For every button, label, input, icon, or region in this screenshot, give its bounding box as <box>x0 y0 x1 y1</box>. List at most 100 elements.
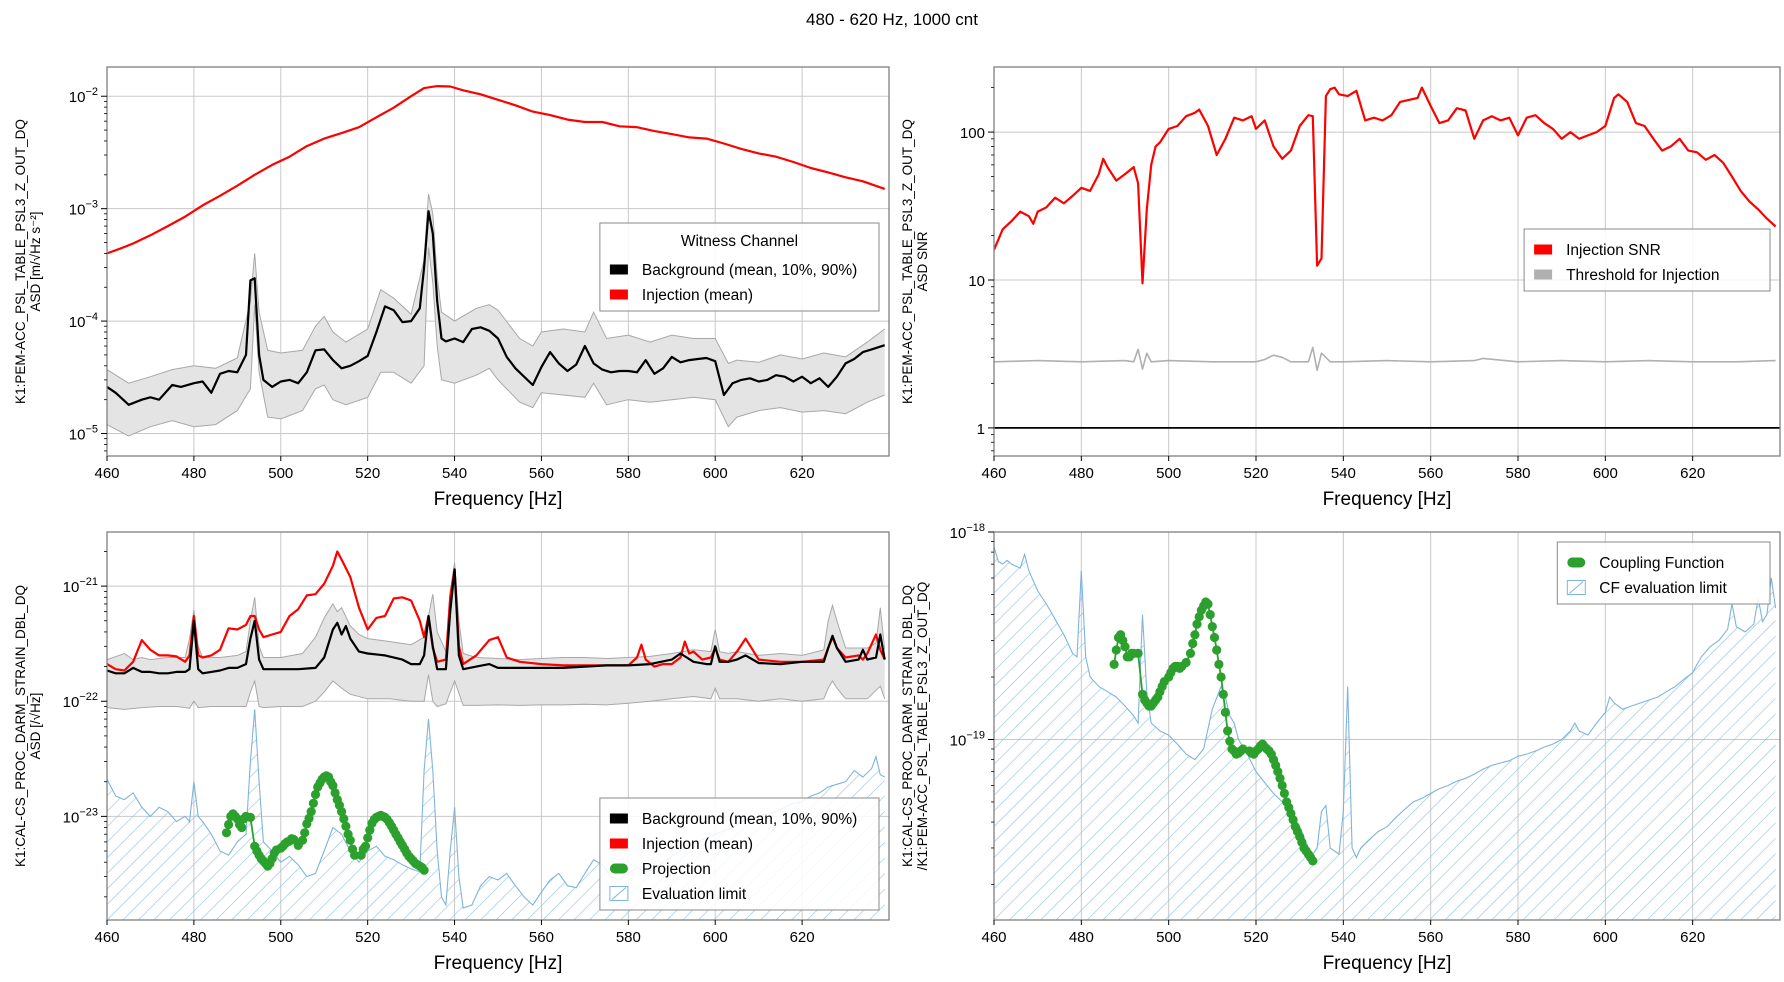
data-point <box>310 789 321 800</box>
data-point <box>1120 642 1130 652</box>
y-tick-label: 10−5 <box>69 424 98 444</box>
legend-label: Threshold for Injection <box>1566 267 1719 284</box>
data-point <box>337 807 347 817</box>
legend-swatch <box>1534 244 1553 255</box>
data-point <box>221 828 232 838</box>
legend-title: Witness Channel <box>681 233 798 250</box>
x-tick-label: 620 <box>790 465 815 482</box>
series-line-background-mean <box>107 210 886 406</box>
legend-label: Injection (mean) <box>642 287 753 304</box>
legend-label: Background (mean, 10%, 90%) <box>642 262 857 279</box>
legend-hatch-line <box>611 887 627 900</box>
series-line-injection-mean- <box>107 550 886 672</box>
data-point <box>306 807 316 817</box>
legend-box <box>599 797 880 911</box>
x-tick-label: 540 <box>442 929 467 946</box>
x-tick-label: 540 <box>1331 465 1356 482</box>
chart-coupling: 460 480 500 520 540 560 580 600 620 10−18 10−19 Fre… <box>900 522 1781 974</box>
data-point <box>1205 610 1215 620</box>
data-point <box>1185 648 1196 659</box>
data-point <box>1223 726 1233 736</box>
x-tick-label: 560 <box>529 929 554 946</box>
background-percentile-band <box>107 194 885 436</box>
y-tick-label: 10 <box>968 273 985 290</box>
data-point <box>1111 645 1121 655</box>
legend: Coupling Function CF evaluation limit <box>1556 541 1771 605</box>
x-tick-label: 620 <box>1680 465 1705 482</box>
x-tick-label: 460 <box>981 929 1006 946</box>
axes-frame <box>106 531 890 921</box>
data-point <box>1275 773 1285 783</box>
legend-swatch <box>1534 269 1553 280</box>
data-point <box>1190 630 1200 640</box>
band-edge-band-upper <box>107 562 886 661</box>
data-point <box>224 819 234 830</box>
data-point <box>245 812 255 823</box>
data-point <box>1109 659 1119 670</box>
hatch-edge-line <box>994 546 1777 859</box>
y-tick-label: 10−23 <box>63 806 98 826</box>
x-tick-label: 500 <box>268 929 293 946</box>
data-point <box>341 821 351 831</box>
x-tick-label: 600 <box>1593 465 1618 482</box>
x-axis-label: Frequency [Hz] <box>434 953 563 974</box>
y-tick-label: 10−4 <box>69 311 98 331</box>
x-tick-label: 580 <box>616 465 641 482</box>
chart-projection: 460 480 500 520 540 560 580 600 620 10−21 10−22 10−… <box>13 531 890 974</box>
data-point <box>1203 599 1213 609</box>
data-point <box>1209 632 1220 643</box>
x-axis-label: Frequency [Hz] <box>1323 489 1452 510</box>
x-tick-label: 560 <box>1418 929 1443 946</box>
legend-hatch <box>609 886 629 901</box>
data-point <box>1288 815 1298 825</box>
legend-label: Injection (mean) <box>642 836 753 853</box>
x-tick-label: 540 <box>1331 929 1356 946</box>
y-tick-label: 10−2 <box>69 86 98 106</box>
x-tick-label: 520 <box>355 929 380 946</box>
data-point <box>1277 780 1287 791</box>
x-tick-label: 600 <box>1593 929 1618 946</box>
legend-marker <box>609 863 628 874</box>
y-axis-label-line1: K1:CAL-CS_PROC_DARM_STRAIN_DBL_DQ <box>900 585 915 867</box>
x-tick-label: 540 <box>442 465 467 482</box>
y-axis-label-line1: K1:PEM-ACC_PSL_TABLE_PSL3_Z_OUT_DQ <box>13 119 28 404</box>
x-axis-label: Frequency [Hz] <box>434 489 563 510</box>
series-line-background-mean <box>107 568 886 675</box>
x-tick-label: 500 <box>1156 465 1181 482</box>
x-tick-label: 480 <box>1069 929 1094 946</box>
x-tick-label: 520 <box>355 465 380 482</box>
data-point <box>1192 619 1202 629</box>
data-point <box>1225 736 1235 746</box>
plot-area <box>107 85 886 437</box>
data-point <box>1207 622 1217 632</box>
legend-box <box>599 222 880 312</box>
y-tick-label: 100 <box>960 125 985 142</box>
series-line-injection-mean- <box>107 85 886 255</box>
legend-label: Projection <box>642 861 711 878</box>
x-tick-label: 480 <box>181 929 206 946</box>
x-tick-label: 600 <box>703 465 728 482</box>
data-point <box>1279 788 1289 799</box>
legend-box <box>1523 228 1771 292</box>
x-tick-label: 480 <box>1069 465 1094 482</box>
x-tick-label: 500 <box>268 465 293 482</box>
y-tick-label: 10−22 <box>63 691 98 711</box>
x-tick-label: 460 <box>981 465 1006 482</box>
data-point <box>363 833 373 843</box>
data-point <box>345 835 355 845</box>
y-tick-label: 10−19 <box>950 729 985 749</box>
x-tick-label: 620 <box>790 929 815 946</box>
legend-label: Coupling Function <box>1599 555 1724 572</box>
x-tick-label: 560 <box>1418 465 1443 482</box>
legend-label: Evaluation limit <box>642 886 747 903</box>
y-axis-label-line2: ASD [m/√Hz s⁻²] <box>28 211 43 311</box>
band-edge-band-lower <box>107 247 885 437</box>
x-tick-label: 560 <box>529 465 554 482</box>
chart-witness: 460 480 500 520 540 560 580 600 620 10−2 10−3 10−4 1… <box>13 66 890 510</box>
y-tick-label: 10−18 <box>950 522 985 542</box>
data-point <box>339 814 349 824</box>
x-tick-label: 580 <box>616 929 641 946</box>
y-axis-label-line2: ASD [/√Hz] <box>28 693 43 760</box>
legend-swatch <box>609 838 628 849</box>
legend-swatch <box>609 289 628 300</box>
